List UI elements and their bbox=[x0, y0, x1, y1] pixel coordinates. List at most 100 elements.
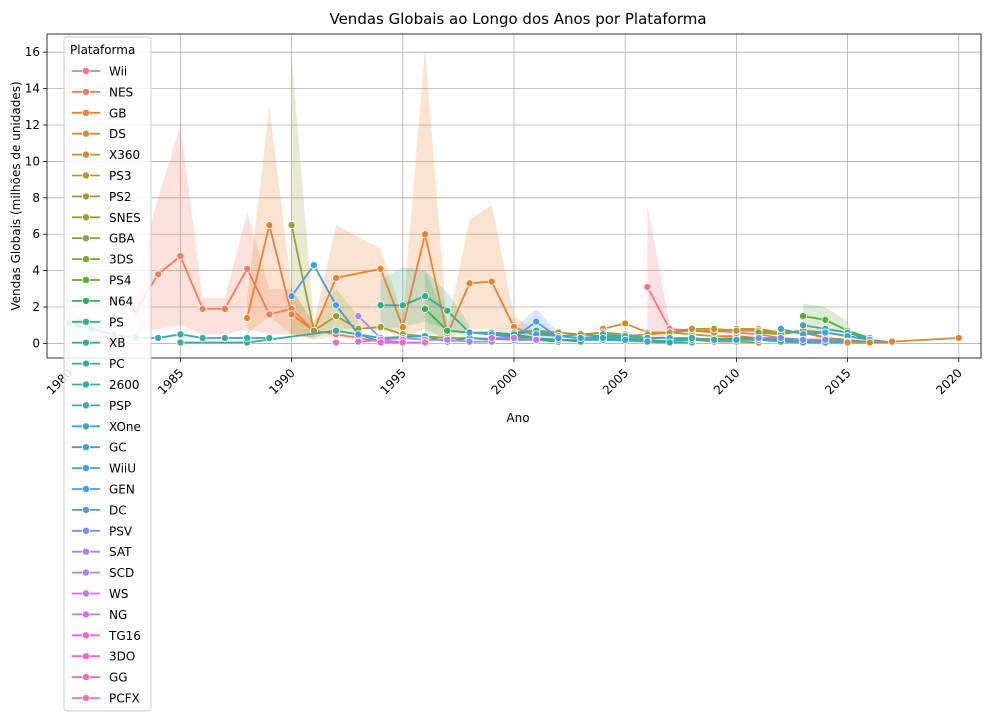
legend-label-WS: WS bbox=[109, 587, 128, 601]
point-GB bbox=[332, 273, 341, 282]
point-PS4 bbox=[799, 312, 808, 321]
legend-label-NES: NES bbox=[109, 85, 133, 99]
legend-marker-SAT bbox=[82, 547, 91, 556]
point-PSV bbox=[799, 335, 808, 344]
point-GC bbox=[665, 338, 674, 347]
point-GB bbox=[287, 310, 296, 319]
series-line-DS-tail bbox=[847, 337, 959, 344]
y-tick-label: 14 bbox=[25, 82, 40, 96]
legend-marker-PC bbox=[82, 359, 91, 368]
legend-marker-PS2 bbox=[82, 192, 91, 201]
point-GB bbox=[265, 221, 274, 230]
point-DS bbox=[954, 333, 963, 342]
series-line-XOne bbox=[802, 324, 871, 341]
point-PS bbox=[421, 292, 430, 301]
point-GB bbox=[487, 277, 496, 286]
y-tick-label: 10 bbox=[25, 154, 40, 168]
point-GEN bbox=[354, 330, 363, 339]
legend-marker-SCD bbox=[82, 568, 91, 577]
point-PS3 bbox=[732, 326, 741, 335]
chart-title: Vendas Globais ao Longo dos Anos por Pla… bbox=[329, 10, 706, 28]
point-DC bbox=[465, 328, 474, 337]
x-tick-label: 1995 bbox=[377, 366, 408, 397]
point-2600 bbox=[154, 333, 163, 342]
legend-marker-SNES bbox=[82, 213, 91, 222]
legend-marker-X360 bbox=[82, 150, 91, 159]
point-NES bbox=[176, 252, 185, 261]
legend-marker-N64 bbox=[82, 296, 91, 305]
point-GB bbox=[465, 279, 474, 288]
legend-label-GBA: GBA bbox=[109, 232, 136, 246]
point-PS3 bbox=[687, 324, 696, 333]
legend-label-GC: GC bbox=[109, 441, 127, 455]
legend-label-GB: GB bbox=[109, 106, 127, 120]
legend-label-PC: PC bbox=[109, 357, 125, 371]
series-line-NG bbox=[358, 338, 426, 344]
y-tick-label: 2 bbox=[32, 300, 40, 314]
point-GG bbox=[332, 338, 341, 347]
legend-marker-PSV bbox=[82, 526, 91, 535]
legend-marker-PS3 bbox=[82, 171, 91, 180]
band-SNES bbox=[291, 55, 359, 340]
point-PSP bbox=[710, 335, 719, 344]
legend-label-2600: 2600 bbox=[109, 378, 140, 392]
point-PS4 bbox=[821, 315, 830, 324]
legend-label-XOne: XOne bbox=[109, 420, 141, 434]
point-SNES bbox=[376, 323, 385, 332]
point-GB bbox=[398, 323, 407, 332]
point-PSP bbox=[732, 335, 741, 344]
legend-label-3DO: 3DO bbox=[109, 650, 135, 664]
legend-label-SAT: SAT bbox=[109, 545, 132, 559]
series-lines bbox=[65, 221, 963, 347]
band-PS bbox=[380, 266, 470, 338]
point-PS3 bbox=[710, 324, 719, 333]
point-PC bbox=[176, 338, 185, 347]
legend-marker-2600 bbox=[82, 380, 91, 389]
point-NG bbox=[354, 337, 363, 346]
point-WS bbox=[487, 333, 496, 342]
point-3DO bbox=[398, 338, 407, 347]
x-tick-label: 1985 bbox=[155, 366, 186, 397]
point-GEN bbox=[309, 261, 318, 270]
legend-label-SNES: SNES bbox=[109, 211, 141, 225]
point-PSV bbox=[821, 335, 830, 344]
legend-marker-PS4 bbox=[82, 275, 91, 284]
legend-label-N64: N64 bbox=[109, 294, 133, 308]
point-GEN bbox=[287, 292, 296, 301]
point-GC bbox=[598, 333, 607, 342]
legend-marker-3DS bbox=[82, 255, 91, 264]
point-GC bbox=[621, 335, 630, 344]
series-line-SCD bbox=[357, 315, 382, 339]
point-DS bbox=[888, 337, 897, 346]
legend-marker-DS bbox=[82, 129, 91, 138]
y-tick-label: 16 bbox=[25, 45, 40, 59]
point-2600 bbox=[176, 330, 185, 339]
point-NES bbox=[243, 264, 252, 273]
band-NES bbox=[135, 125, 314, 338]
legend-marker-PSP bbox=[82, 401, 91, 410]
point-GEN bbox=[332, 301, 341, 310]
legend-label-TG16: TG16 bbox=[108, 629, 141, 643]
point-WS bbox=[509, 333, 518, 342]
legend-label-DC: DC bbox=[109, 503, 127, 517]
y-tick-label: 8 bbox=[32, 191, 40, 205]
point-GB bbox=[421, 230, 430, 239]
point-DS bbox=[843, 338, 852, 347]
point-PS bbox=[376, 301, 385, 310]
legend-label-PS: PS bbox=[109, 315, 124, 329]
legend-label-Wii: Wii bbox=[109, 65, 127, 79]
legend-label-PS3: PS3 bbox=[109, 169, 132, 183]
legend-marker-GC bbox=[82, 443, 91, 452]
y-tick-label: 12 bbox=[25, 118, 40, 132]
point-3DO bbox=[376, 338, 385, 347]
x-tick-label: 2010 bbox=[711, 366, 742, 397]
point-2600 bbox=[198, 333, 207, 342]
point-PS bbox=[443, 306, 452, 315]
point-PSP bbox=[687, 333, 696, 342]
legend-marker-Wii bbox=[82, 67, 91, 76]
legend-label-GG: GG bbox=[109, 671, 128, 685]
y-axis-label: Vendas Globais (milhões de unidades) bbox=[9, 81, 23, 310]
legend-marker-GBA bbox=[82, 234, 91, 243]
point-WiiU bbox=[776, 324, 785, 333]
confidence-bands bbox=[69, 48, 848, 344]
